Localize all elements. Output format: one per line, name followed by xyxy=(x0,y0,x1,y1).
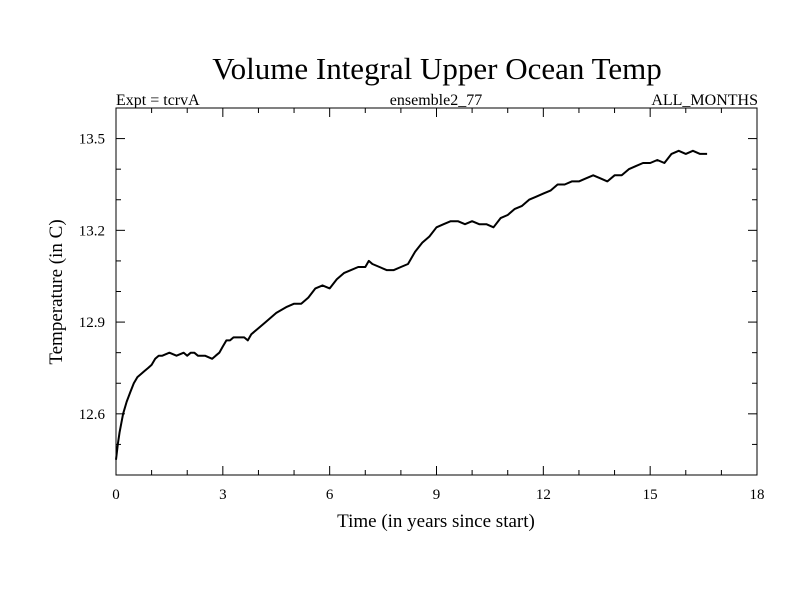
plot-frame xyxy=(115,107,758,476)
y-tick-label: 12.6 xyxy=(79,407,106,423)
x-tick-label: 3 xyxy=(219,487,227,503)
subtitle-expt: Expt = tcrvA xyxy=(116,92,200,109)
y-tick-label: 12.9 xyxy=(79,315,105,331)
series-layer xyxy=(115,149,708,460)
x-tick-label: 9 xyxy=(433,487,441,503)
subtitle-ensemble: ensemble2_77 xyxy=(390,92,482,109)
x-tick-label: 0 xyxy=(112,487,120,503)
subtitle-months: ALL_MONTHS xyxy=(651,92,758,109)
x-axis-label: Time (in years since start) xyxy=(337,511,535,532)
x-tick-label: 6 xyxy=(326,487,334,503)
x-tick-label: 18 xyxy=(750,487,765,503)
y-tick-label: 13.2 xyxy=(79,223,105,239)
y-tick-label: 13.5 xyxy=(79,132,105,148)
series-line-ensemble2_77 xyxy=(115,149,708,460)
x-tick-label: 15 xyxy=(643,487,658,503)
y-axis-label: Temperature (in C) xyxy=(46,219,67,364)
ticks-layer: 0 3 6 9 12 15 18 12.6 12.9 13.2 13.5 xyxy=(79,107,765,503)
x-tick-label: 12 xyxy=(536,487,551,503)
chart-title: Volume Integral Upper Ocean Temp xyxy=(212,51,662,86)
